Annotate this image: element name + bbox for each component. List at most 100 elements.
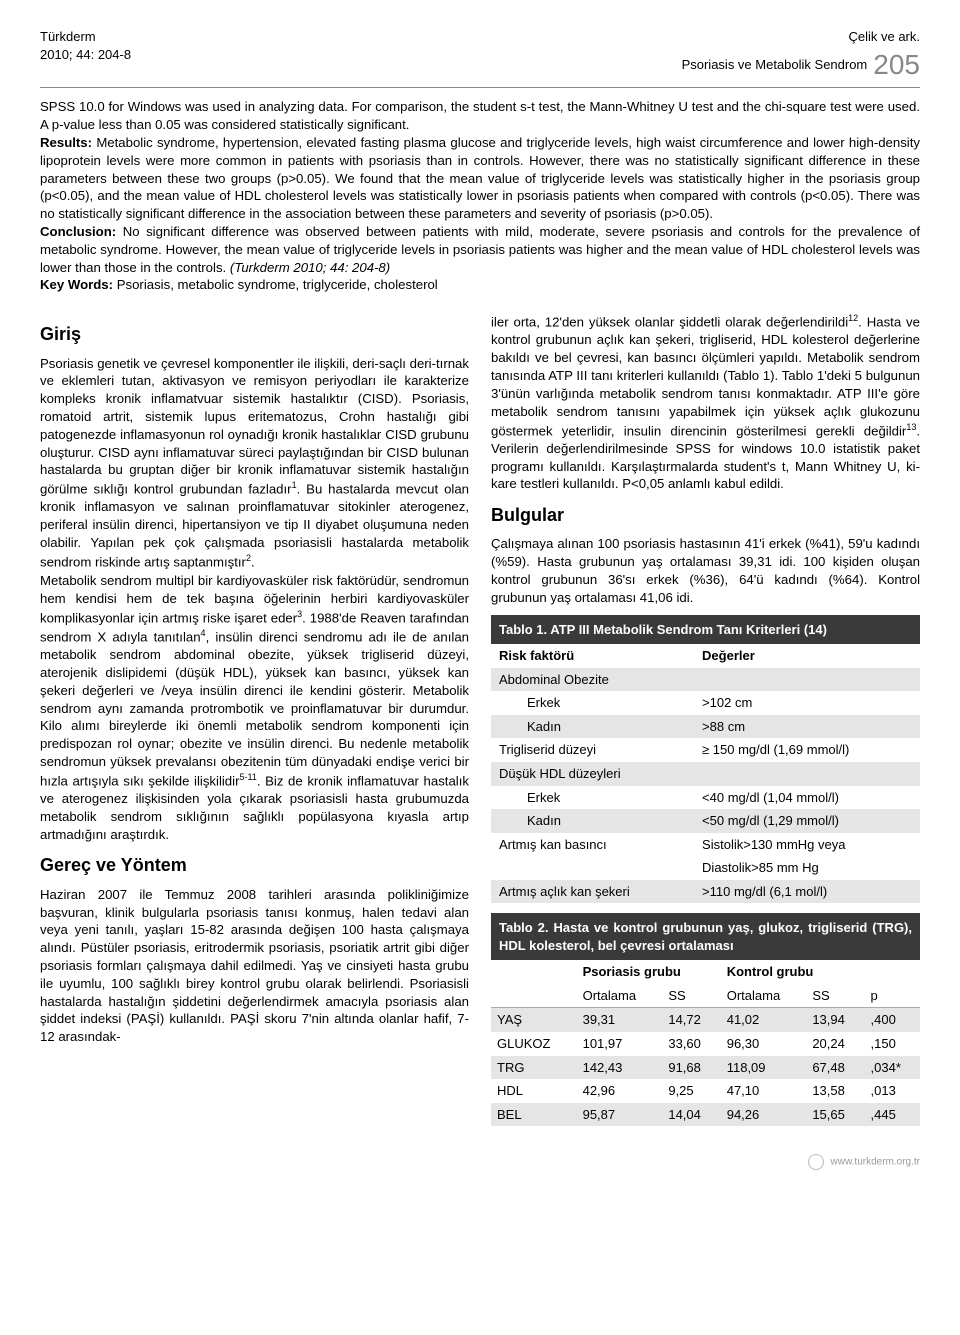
header-left: Türkderm 2010; 44: 204-8: [40, 28, 131, 63]
tablo-2-group-row: Psoriasis grubu Kontrol grubu: [491, 960, 920, 984]
tablo-2-title: Tablo 2. Hasta ve kontrol grubunun yaş, …: [491, 913, 920, 960]
table-cell: YAŞ: [491, 1008, 577, 1032]
table-cell-value: Sistolik>130 mmHg veya: [694, 833, 920, 857]
table-row: GLUKOZ101,9733,6096,3020,24,150: [491, 1032, 920, 1056]
ref-13: 13: [906, 422, 916, 432]
table-cell: 42,96: [577, 1079, 663, 1103]
table-cell-value: >102 cm: [694, 691, 920, 715]
table-cell: 94,26: [721, 1103, 807, 1127]
giris-p2c: , insülin direnci sendromu adı ile de an…: [40, 629, 469, 788]
table-cell: 91,68: [662, 1056, 720, 1080]
tablo-2-sub4: SS: [806, 984, 864, 1008]
right-p1b: . Hasta ve kontrol grubunun açlık kan şe…: [491, 315, 920, 438]
table-cell-value: >88 cm: [694, 715, 920, 739]
ref-12: 12: [848, 313, 858, 323]
header-right: Çelik ve ark. Psoriasis ve Metabolik Sen…: [682, 28, 920, 83]
table-cell-label: Kadın: [491, 809, 694, 833]
citation: (Turkderm 2010; 44: 204-8): [230, 260, 390, 275]
table-cell: ,400: [865, 1008, 920, 1032]
giris-p2: Metabolik sendrom multipl bir kardiyovas…: [40, 572, 469, 843]
table-row: Artmış kan basıncıSistolik>130 mmHg veya: [491, 833, 920, 857]
conclusion-text: No significant difference was observed b…: [40, 224, 920, 275]
tablo-2-sub3: Ortalama: [721, 984, 807, 1008]
tablo-1-h2: Değerler: [694, 644, 920, 668]
table-row: HDL42,969,2547,1013,58,013: [491, 1079, 920, 1103]
giris-p1a: Psoriasis genetik ve çevresel komponentl…: [40, 356, 469, 497]
page-number: 205: [873, 46, 920, 84]
section-giris: Giriş: [40, 322, 469, 346]
table-row: BEL95,8714,0494,2615,65,445: [491, 1103, 920, 1127]
tablo-2-sub1: Ortalama: [577, 984, 663, 1008]
table-cell: 41,02: [721, 1008, 807, 1032]
table-cell-value: >110 mg/dl (6,1 mol/l): [694, 880, 920, 904]
table-cell-label: [491, 856, 694, 880]
table-cell-label: Abdominal Obezite: [491, 668, 694, 692]
table-cell-value: Diastolik>85 mm Hg: [694, 856, 920, 880]
tablo-1: Tablo 1. ATP III Metabolik Sendrom Tanı …: [491, 615, 920, 904]
table-cell: 47,10: [721, 1079, 807, 1103]
results-text: Metabolic syndrome, hypertension, elevat…: [40, 135, 920, 221]
table-row: Trigliserid düzeyi≥ 150 mg/dl (1,69 mmol…: [491, 738, 920, 762]
page-header: Türkderm 2010; 44: 204-8 Çelik ve ark. P…: [40, 28, 920, 88]
title-and-page: Psoriasis ve Metabolik Sendrom 205: [682, 46, 920, 84]
table-cell: 14,04: [662, 1103, 720, 1127]
table-cell-value: <50 mg/dl (1,29 mmol/l): [694, 809, 920, 833]
table-cell-value: [694, 762, 920, 786]
page-footer: www.turkderm.org.tr: [40, 1154, 920, 1170]
abstract-block: SPSS 10.0 for Windows was used in analyz…: [40, 98, 920, 294]
authors: Çelik ve ark.: [848, 28, 920, 46]
table-row: Erkek<40 mg/dl (1,04 mmol/l): [491, 786, 920, 810]
tablo-1-table: Risk faktörü Değerler Abdominal ObeziteE…: [491, 644, 920, 903]
tablo-1-title: Tablo 1. ATP III Metabolik Sendrom Tanı …: [491, 615, 920, 645]
paper-title: Psoriasis ve Metabolik Sendrom: [682, 56, 868, 74]
table-row: Kadın>88 cm: [491, 715, 920, 739]
tablo-2-grp2: Kontrol grubu: [721, 960, 865, 984]
table-cell: ,034*: [865, 1056, 920, 1080]
conclusion-label: Conclusion:: [40, 224, 116, 239]
tablo-2-grp1: Psoriasis grubu: [577, 960, 721, 984]
table-cell-label: Düşük HDL düzeyleri: [491, 762, 694, 786]
tablo-2-subheader-row: Ortalama SS Ortalama SS p: [491, 984, 920, 1008]
table-cell: 96,30: [721, 1032, 807, 1056]
table-cell-value: ≥ 150 mg/dl (1,69 mmol/l): [694, 738, 920, 762]
table-row: Erkek>102 cm: [491, 691, 920, 715]
ref-5-11: 5-11: [239, 772, 256, 782]
table-cell: 101,97: [577, 1032, 663, 1056]
table-cell-label: Artmış kan basıncı: [491, 833, 694, 857]
journal-name: Türkderm: [40, 28, 131, 46]
table-row: Artmış açlık kan şekeri>110 mg/dl (6,1 m…: [491, 880, 920, 904]
results-label: Results:: [40, 135, 92, 150]
table-row: Kadın<50 mg/dl (1,29 mmol/l): [491, 809, 920, 833]
table-cell-value: <40 mg/dl (1,04 mmol/l): [694, 786, 920, 810]
table-cell: GLUKOZ: [491, 1032, 577, 1056]
abstract-intro: SPSS 10.0 for Windows was used in analyz…: [40, 99, 920, 132]
footer-logo-icon: [808, 1154, 824, 1170]
table-cell: 142,43: [577, 1056, 663, 1080]
table-cell: TRG: [491, 1056, 577, 1080]
table-cell: ,445: [865, 1103, 920, 1127]
section-bulgular: Bulgular: [491, 503, 920, 527]
tablo-2-table: Psoriasis grubu Kontrol grubu Ortalama S…: [491, 960, 920, 1126]
table-cell-value: [694, 668, 920, 692]
giris-p1: Psoriasis genetik ve çevresel komponentl…: [40, 355, 469, 572]
table-cell: BEL: [491, 1103, 577, 1127]
right-column: iler orta, 12'den yüksek olanlar şiddetl…: [491, 312, 920, 1136]
section-gerec: Gereç ve Yöntem: [40, 853, 469, 877]
table-cell: 39,31: [577, 1008, 663, 1032]
table-cell: 118,09: [721, 1056, 807, 1080]
table-row: Düşük HDL düzeyleri: [491, 762, 920, 786]
table-cell: 67,48: [806, 1056, 864, 1080]
table-cell-label: Artmış açlık kan şekeri: [491, 880, 694, 904]
table-cell: ,150: [865, 1032, 920, 1056]
keywords-label: Key Words:: [40, 277, 113, 292]
tablo-1-header-row: Risk faktörü Değerler: [491, 644, 920, 668]
table-cell-label: Kadın: [491, 715, 694, 739]
right-p1: iler orta, 12'den yüksek olanlar şiddetl…: [491, 312, 920, 493]
table-cell: 13,94: [806, 1008, 864, 1032]
tablo-2-sub2: SS: [662, 984, 720, 1008]
bulgular-p1: Çalışmaya alınan 100 psoriasis hastasını…: [491, 535, 920, 606]
table-cell-label: Erkek: [491, 786, 694, 810]
table-cell: 9,25: [662, 1079, 720, 1103]
table-row: Abdominal Obezite: [491, 668, 920, 692]
footer-url: www.turkderm.org.tr: [831, 1157, 920, 1168]
